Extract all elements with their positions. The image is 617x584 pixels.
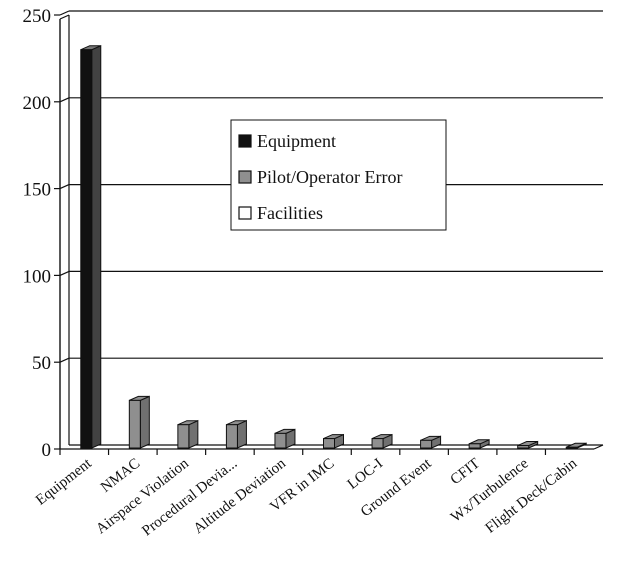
legend-box xyxy=(230,119,447,231)
legend-label: Equipment xyxy=(257,131,336,151)
bar-front xyxy=(517,445,530,449)
bar-front xyxy=(468,443,481,449)
y-tick-label: 50 xyxy=(32,353,51,374)
bar xyxy=(371,433,393,449)
legend: Equipment Pilot/Operator Error Facilities xyxy=(230,119,447,231)
legend-label: Pilot/Operator Error xyxy=(257,167,402,187)
bars xyxy=(80,44,587,449)
bar-side xyxy=(236,419,247,449)
bar-front xyxy=(323,438,335,449)
legend-swatch xyxy=(238,134,252,148)
bar xyxy=(274,428,296,449)
y-tick-label: 250 xyxy=(23,6,52,27)
bar-front xyxy=(274,432,287,449)
bar xyxy=(517,440,539,449)
bar-side xyxy=(91,44,102,449)
axes xyxy=(54,14,604,455)
y-tick-label: 100 xyxy=(23,266,52,287)
gridline-depth xyxy=(59,184,70,190)
gridline-depth xyxy=(59,10,70,16)
bar-side xyxy=(188,419,199,449)
floor-right-edge xyxy=(593,444,604,450)
bar-front xyxy=(177,424,190,449)
bar xyxy=(128,395,150,449)
legend-swatch xyxy=(238,206,252,220)
y-tick-label: 0 xyxy=(42,440,52,461)
x-tick-label: NMAC xyxy=(98,456,143,496)
x-tick-label: CFIT xyxy=(448,456,483,489)
x-tick-label: Equipment xyxy=(33,455,95,509)
legend-label: Facilities xyxy=(257,203,323,223)
bar-front xyxy=(371,438,384,449)
bar-front xyxy=(80,49,93,449)
bar xyxy=(80,44,102,449)
bar xyxy=(420,435,442,449)
bar-front xyxy=(128,399,141,449)
bar xyxy=(565,442,587,449)
gridline-depth xyxy=(59,357,70,363)
bar xyxy=(468,439,490,449)
x-tick-label: Flight Deck/Cabin xyxy=(483,455,581,536)
bar-side xyxy=(139,395,150,449)
y-axis-top-depth xyxy=(59,14,70,20)
bar xyxy=(323,433,344,449)
gridline-depth xyxy=(59,270,70,276)
y-tick-label: 150 xyxy=(23,180,52,201)
bar-front xyxy=(225,424,238,449)
y-tick-label: 200 xyxy=(23,93,52,114)
legend-swatch xyxy=(238,170,252,184)
bar-front xyxy=(420,439,433,449)
bar-front xyxy=(565,446,578,449)
bar xyxy=(225,419,247,449)
bar xyxy=(177,419,199,449)
x-tick-label: LOC-I xyxy=(345,456,386,493)
gridline-depth xyxy=(59,97,70,103)
